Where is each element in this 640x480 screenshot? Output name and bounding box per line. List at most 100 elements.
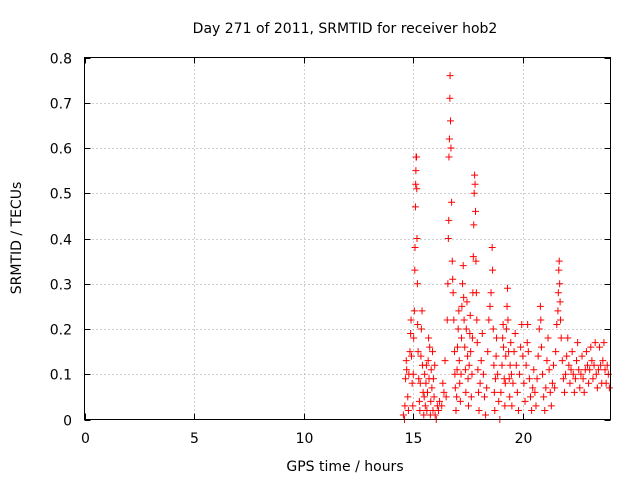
data-point xyxy=(545,366,553,374)
data-point xyxy=(438,402,446,410)
plot-frame xyxy=(84,57,611,420)
x-tick-label: 20 xyxy=(515,431,533,447)
data-point xyxy=(580,388,588,396)
data-point xyxy=(566,379,574,387)
data-point xyxy=(464,375,472,383)
data-point xyxy=(586,366,594,374)
data-point xyxy=(462,325,470,333)
data-point xyxy=(548,379,556,387)
data-point xyxy=(539,370,547,378)
data-point xyxy=(423,406,431,414)
data-point xyxy=(533,375,541,383)
data-point xyxy=(529,384,537,392)
data-point xyxy=(590,361,598,369)
data-point xyxy=(452,406,460,414)
data-point xyxy=(552,348,560,356)
data-point xyxy=(475,406,483,414)
data-point xyxy=(534,352,542,360)
data-point xyxy=(525,375,533,383)
data-point xyxy=(502,352,510,360)
data-point xyxy=(516,370,524,378)
data-point xyxy=(506,393,514,401)
data-point xyxy=(472,257,480,265)
data-point xyxy=(456,379,464,387)
data-point xyxy=(446,72,454,80)
data-point xyxy=(542,384,550,392)
data-point xyxy=(537,316,545,324)
x-tick-label: 15 xyxy=(405,431,423,447)
data-point xyxy=(577,370,585,378)
data-point xyxy=(417,352,425,360)
data-point xyxy=(493,334,501,342)
data-point xyxy=(469,253,477,261)
data-point xyxy=(530,366,538,374)
y-tick-label: 0.3 xyxy=(50,278,72,294)
data-point xyxy=(558,357,566,365)
data-point xyxy=(536,302,544,310)
data-point xyxy=(449,275,457,283)
data-point xyxy=(474,366,482,374)
data-point xyxy=(565,361,573,369)
data-point xyxy=(567,366,575,374)
data-point xyxy=(408,379,416,387)
data-point xyxy=(416,406,424,414)
data-point xyxy=(410,307,418,315)
data-point xyxy=(407,316,415,324)
data-point xyxy=(425,334,433,342)
data-point xyxy=(596,343,604,351)
data-point xyxy=(523,339,531,347)
data-point xyxy=(491,375,499,383)
y-tick-label: 0.4 xyxy=(50,233,72,249)
data-point xyxy=(500,343,508,351)
data-point xyxy=(424,357,432,365)
data-point xyxy=(508,402,516,410)
data-point xyxy=(406,348,414,356)
data-point xyxy=(593,384,601,392)
grid-lines xyxy=(84,57,611,420)
data-point xyxy=(554,307,562,315)
data-point xyxy=(605,384,613,392)
data-point xyxy=(413,280,421,288)
data-point xyxy=(582,348,590,356)
data-point xyxy=(453,366,461,374)
data-point xyxy=(444,235,452,242)
data-point xyxy=(475,388,483,396)
data-point xyxy=(404,393,412,401)
data-point xyxy=(502,325,510,333)
data-point xyxy=(450,348,458,356)
data-point xyxy=(421,402,429,410)
data-point xyxy=(573,357,581,365)
data-point xyxy=(412,180,420,188)
data-point xyxy=(559,375,567,383)
data-point xyxy=(540,393,548,401)
data-point xyxy=(501,402,509,410)
data-point xyxy=(550,361,558,369)
data-point xyxy=(588,357,596,365)
data-point xyxy=(512,361,520,369)
data-point xyxy=(541,406,549,414)
data-point xyxy=(459,262,467,270)
data-point xyxy=(554,289,562,297)
data-point xyxy=(557,316,565,324)
data-point xyxy=(431,411,439,419)
data-point xyxy=(527,393,535,401)
data-point xyxy=(555,257,563,265)
y-tick-label: 0.2 xyxy=(50,323,72,339)
data-point xyxy=(513,388,521,396)
data-point xyxy=(563,352,571,360)
data-point xyxy=(445,135,453,143)
data-point xyxy=(601,366,609,374)
data-point xyxy=(505,375,513,383)
data-point xyxy=(414,320,422,328)
data-point xyxy=(473,316,481,324)
data-point xyxy=(407,330,415,338)
data-point xyxy=(440,388,448,396)
data-point xyxy=(451,384,459,392)
data-point xyxy=(571,375,579,383)
data-point xyxy=(499,334,507,342)
data-point xyxy=(551,384,559,392)
data-point xyxy=(602,379,610,387)
data-point xyxy=(521,397,529,405)
data-point xyxy=(585,379,593,387)
data-point xyxy=(404,406,412,414)
